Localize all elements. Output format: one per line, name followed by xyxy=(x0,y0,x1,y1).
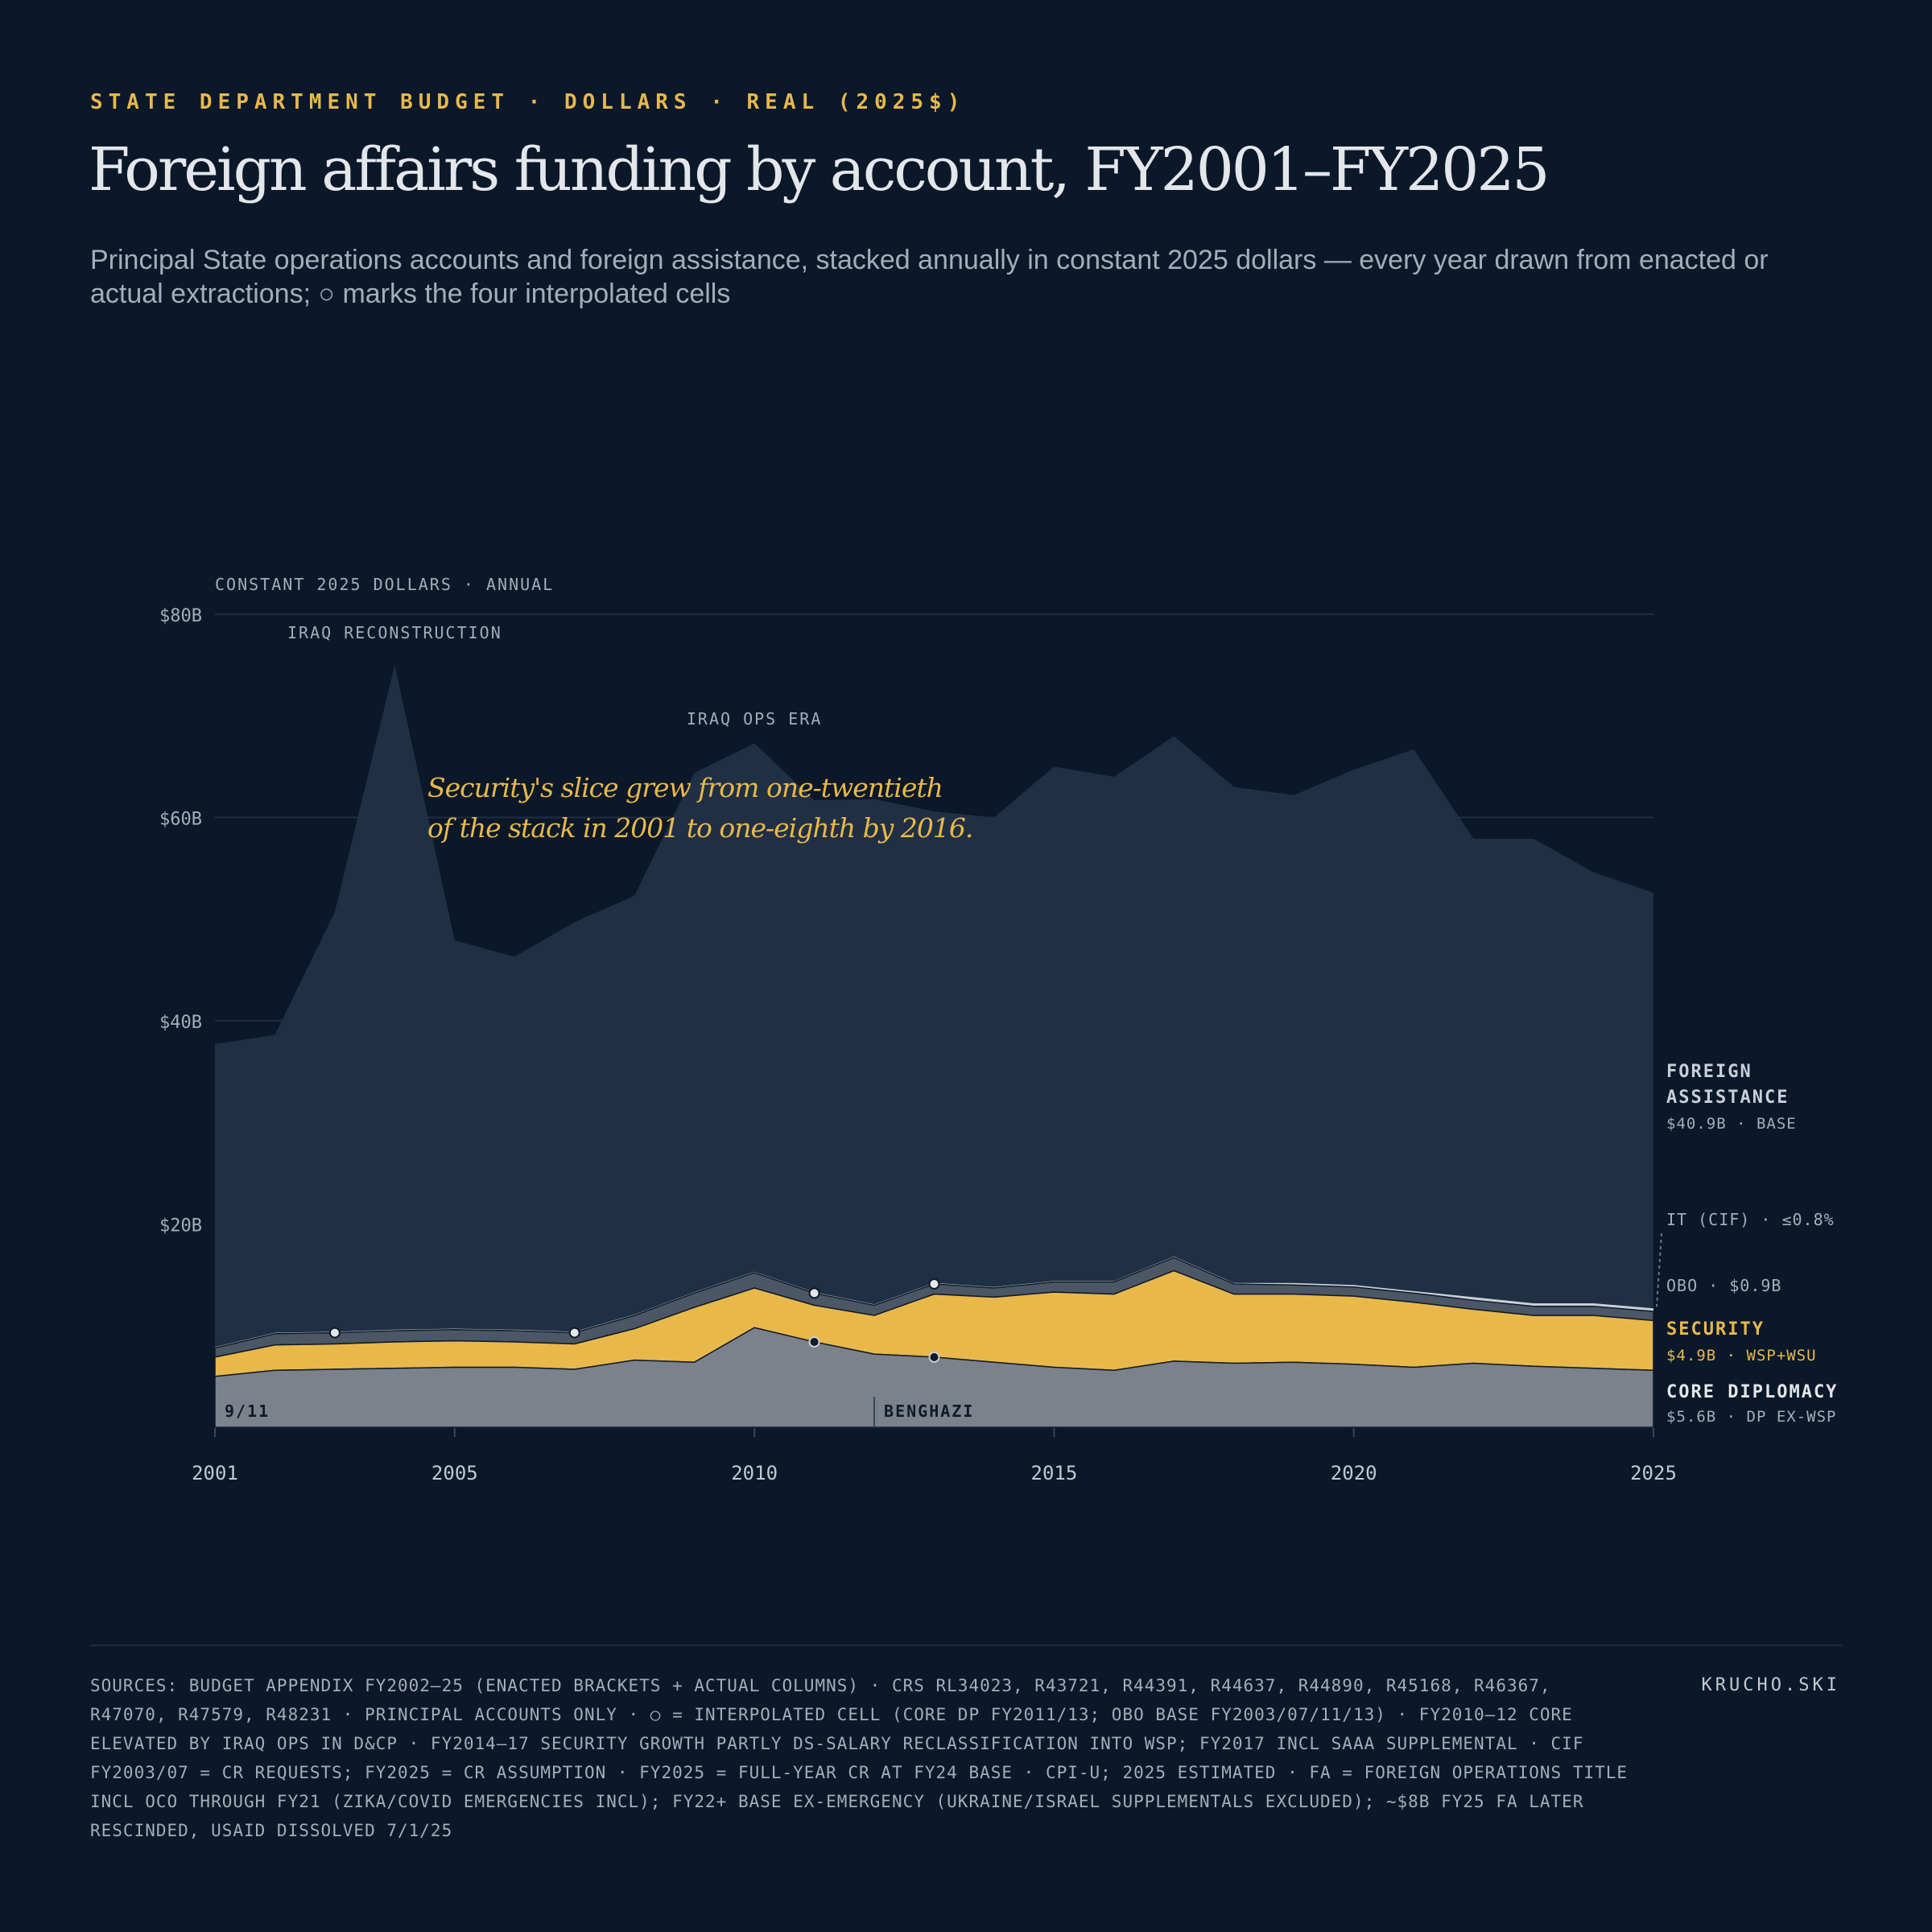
y-tick-label: $20B xyxy=(159,1216,202,1236)
unit-label: CONSTANT 2025 DOLLARS · ANNUAL xyxy=(215,575,554,594)
interpolated-point xyxy=(928,1351,940,1363)
x-tick-label: 2020 xyxy=(1331,1462,1377,1484)
end-label-obo: OBO · $0.9B xyxy=(1666,1276,1781,1295)
y-tick-label: $80B xyxy=(159,606,202,626)
interpolated-point xyxy=(568,1327,580,1339)
x-tick-label: 2025 xyxy=(1630,1462,1677,1484)
y-tick-label: $60B xyxy=(159,810,202,830)
chart-text: $20B $40B $60B $80B 2001 2005 2010 2015 2020 2025… xyxy=(159,575,1838,1484)
interpolated-point xyxy=(808,1287,820,1299)
x-tick-label: 2010 xyxy=(731,1462,778,1484)
chart-title: Foreign affairs funding by account, FY20… xyxy=(89,135,1550,204)
interpolated-point xyxy=(808,1335,820,1348)
end-label-value-core: $5.6B · DP EX-WSP xyxy=(1666,1408,1836,1426)
chart-subtitle: Principal State operations accounts and … xyxy=(90,245,1769,309)
x-tick-label: 2015 xyxy=(1031,1462,1078,1484)
x-tick-label: 2001 xyxy=(192,1462,238,1484)
annotation-line: of the stack in 2001 to one-eighth by 20… xyxy=(427,812,972,844)
interpolated-point xyxy=(928,1278,940,1290)
sources-note: SOURCES: BUDGET APPENDIX FY2002–25 (ENAC… xyxy=(90,1676,1629,1840)
it-leader-line xyxy=(1656,1232,1662,1307)
area-core xyxy=(214,1327,1654,1428)
end-label-fa: FOREIGN xyxy=(1666,1062,1752,1082)
chart-kicker: STATE DEPARTMENT BUDGET · DOLLARS · REAL… xyxy=(90,90,966,114)
y-tick-label: $40B xyxy=(159,1013,202,1033)
era-label: IRAQ RECONSTRUCTION xyxy=(287,623,502,642)
end-label-core: CORE DIPLOMACY xyxy=(1666,1382,1838,1402)
area-fa xyxy=(215,665,1653,1348)
footer-divider xyxy=(90,1645,1842,1646)
end-label-it: IT (CIF) · ≤0.8% xyxy=(1666,1210,1835,1229)
annotation-line: Security's slice grew from one-twentieth xyxy=(427,772,943,803)
byline: KRUCHO.SKI xyxy=(1701,1675,1840,1695)
annotation-marks xyxy=(328,1232,1662,1427)
era-label: IRAQ OPS ERA xyxy=(687,709,823,729)
end-label-value-fa: $40.9B · BASE xyxy=(1666,1115,1797,1133)
end-label-security: SECURITY xyxy=(1666,1319,1765,1340)
area-layers xyxy=(214,665,1654,1428)
end-label-value-security: $4.9B · WSP+WSU xyxy=(1666,1347,1817,1364)
interpolated-point xyxy=(328,1327,341,1339)
x-tick-label: 2005 xyxy=(431,1462,478,1484)
event-marker-label: BENGHAZI xyxy=(884,1402,974,1421)
event-marker-label: 9/11 xyxy=(225,1402,270,1421)
end-label-fa: ASSISTANCE xyxy=(1666,1088,1789,1108)
